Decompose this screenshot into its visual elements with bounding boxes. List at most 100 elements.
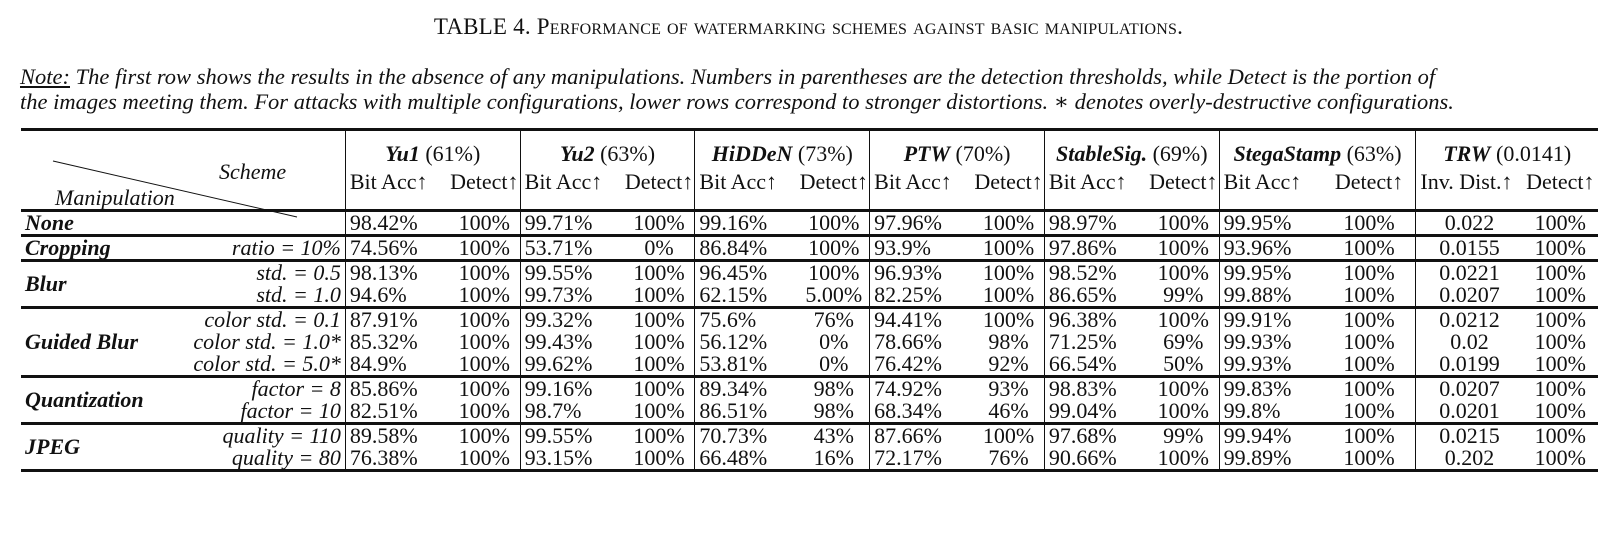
value-cell: 100% <box>798 259 870 284</box>
scheme-threshold: (70%) <box>955 141 1011 166</box>
value-cell: 99% <box>1148 422 1220 447</box>
scheme-header: HiDDeN (73%) <box>694 128 870 167</box>
value-cell: 99.16% <box>519 375 624 400</box>
value-cell: 92% <box>988 351 1029 376</box>
value-cell: 100% <box>1522 234 1598 261</box>
value-cell: 85.86% <box>344 375 449 400</box>
value-cell: 100% <box>1148 234 1220 261</box>
value-cell: 100% <box>973 422 1045 447</box>
value-cell: 99.94% <box>1218 422 1323 447</box>
value-cell: 68.34% <box>869 400 974 424</box>
value-cell: 82.51% <box>344 400 449 424</box>
value-cell: 0.0207 <box>1415 375 1523 400</box>
value-cell: 99.8% <box>1218 400 1323 424</box>
table-row: color std. = 5.0* 84.9% 100% 99.62% 100% 53.… <box>21 353 1598 377</box>
metric-header: Bit Acc↑ <box>1043 167 1149 211</box>
manipulation-config: factor = 8 <box>251 376 341 401</box>
value-cell: 100% <box>448 447 521 472</box>
value-cell: 87.91% <box>344 306 449 331</box>
scheme-header: Yu1 (61%) <box>344 128 521 167</box>
value-cell: 98% <box>798 375 870 400</box>
value-cell: 86.51% <box>694 400 799 424</box>
scheme-header: TRW (0.0141) <box>1415 128 1598 167</box>
note-line-1: Note: The first row shows the results in… <box>20 64 1617 89</box>
value-cell: 100% <box>1322 209 1416 236</box>
value-cell: 50% <box>1163 351 1204 376</box>
value-cell: 100% <box>623 375 695 400</box>
caption-title: Performance of watermarking schemes agai… <box>536 14 1184 39</box>
metric-header: Bit Acc↑ <box>344 167 449 211</box>
value-cell: 99.93% <box>1218 353 1323 377</box>
scheme-name: Yu2 <box>559 141 595 166</box>
manipulation-cell: Quantization factor = 8 <box>21 375 346 411</box>
value-cell: 0% <box>819 351 849 376</box>
metric-header: Detect↑ <box>448 167 521 211</box>
value-cell: 70.73% <box>694 422 799 447</box>
value-cell: 0% <box>819 329 849 354</box>
value-cell: 89.58% <box>344 422 449 447</box>
metric-header: Detect↑ <box>1522 167 1598 211</box>
value-cell: 98.7% <box>519 400 624 424</box>
value-cell: 96.93% <box>869 259 974 284</box>
value-cell: 98.83% <box>1043 375 1149 400</box>
value-cell: 0.202 <box>1415 447 1523 472</box>
metric-header: Detect↑ <box>798 167 870 211</box>
scheme-threshold: (63%) <box>600 141 656 166</box>
value-cell: 100% <box>973 234 1045 261</box>
manipulation-cell: Cropping ratio = 10% <box>21 234 346 261</box>
value-cell: 74.92% <box>869 375 974 400</box>
value-cell: 53.81% <box>694 353 799 377</box>
value-cell: 100% <box>448 234 521 261</box>
metric-header: Inv. Dist.↑ <box>1415 167 1523 211</box>
value-cell: 0.02 <box>1415 331 1523 353</box>
metric-header: Detect↑ <box>1322 167 1416 211</box>
value-cell: 97.96% <box>869 209 974 236</box>
metric-header: Bit Acc↑ <box>869 167 974 211</box>
value-cell: 56.12% <box>694 331 799 353</box>
value-cell: 43% <box>798 422 870 447</box>
scheme-threshold: (63%) <box>1346 141 1402 166</box>
metric-header: Detect↑ <box>973 167 1045 211</box>
value-cell: 100% <box>633 351 685 376</box>
value-cell: 99.93% <box>1218 331 1323 353</box>
value-cell: 100% <box>448 422 521 447</box>
value-cell: 100% <box>623 306 695 331</box>
value-cell: 100% <box>458 351 510 376</box>
results-table: Scheme Manipulation Yu1 (61%) Yu2 (63%) HiDD… <box>21 128 1598 472</box>
manipulation-cell: std. = 1.0 <box>21 284 346 308</box>
note-text: The first row shows the results in the a… <box>70 64 1436 89</box>
value-cell: 0.0207 <box>1415 284 1523 308</box>
scheme-axis-label: Scheme <box>219 159 287 184</box>
value-cell: 82.25% <box>869 284 974 308</box>
metric-header: Bit Acc↑ <box>519 167 624 211</box>
value-cell: 100% <box>1534 282 1586 307</box>
value-cell: 100% <box>973 306 1045 331</box>
value-cell: 99.95% <box>1218 259 1323 284</box>
value-cell: 98% <box>988 329 1029 354</box>
value-cell: 100% <box>623 447 695 472</box>
manipulation-cell: None <box>21 209 346 236</box>
metric-header: Detect↑ <box>623 167 695 211</box>
manipulation-cell: Guided Blur color std. = 0.1 <box>21 306 346 353</box>
value-cell: 99.16% <box>694 209 799 236</box>
table-row: None 98.42% 100% 99.71% 100% 99.16% 100% 97.96… <box>21 209 1598 236</box>
scheme-header-row: Scheme Manipulation Yu1 (61%) Yu2 (63%) HiDD… <box>21 128 1598 218</box>
note-line-2: the images meeting them. For attacks wit… <box>20 89 1454 114</box>
value-cell: 0.0212 <box>1415 306 1523 331</box>
table-row: std. = 1.0 94.6% 100% 99.73% 100% 62.15% 5.00… <box>21 284 1598 308</box>
value-cell: 69% <box>1163 329 1204 354</box>
value-cell: 100% <box>1522 422 1598 447</box>
value-cell: 94.6% <box>344 284 449 308</box>
table-caption: TABLE 4. Performance of watermarking sch… <box>0 14 1617 40</box>
value-cell: 53.71% <box>519 234 624 261</box>
table-row: Quantization factor = 8 85.86% 100% 99.16% 1… <box>21 375 1598 411</box>
manipulation-axis-label: Manipulation <box>55 185 175 210</box>
value-cell: 100% <box>1148 259 1220 284</box>
value-cell: 100% <box>1522 447 1598 472</box>
value-cell: 0.022 <box>1415 209 1523 236</box>
value-cell: 99% <box>1163 282 1204 307</box>
table-row: factor = 10 82.51% 100% 98.7% 100% 86.51% 98%… <box>21 400 1598 424</box>
manipulation-cell: Blur std. = 0.5 <box>21 259 346 295</box>
value-cell: 0.0215 <box>1415 422 1523 447</box>
value-cell: 0.0201 <box>1415 400 1523 424</box>
